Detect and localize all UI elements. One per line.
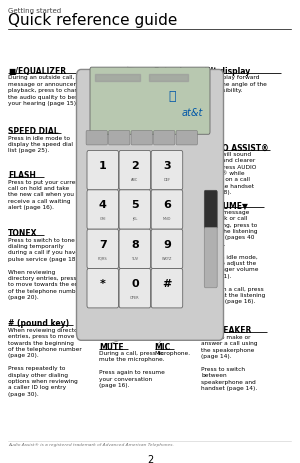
Text: ◄)/SPEAKER: ◄)/SPEAKER: [201, 326, 252, 335]
Text: ▲VOLUME▼: ▲VOLUME▼: [201, 201, 249, 210]
FancyBboxPatch shape: [119, 229, 151, 269]
FancyBboxPatch shape: [119, 190, 151, 229]
Bar: [148, 74, 188, 81]
Text: TUV: TUV: [131, 257, 138, 261]
Text: During a call, press to
mute the microphone.

Press again to resume
your convers: During a call, press to mute the microph…: [99, 351, 165, 388]
FancyBboxPatch shape: [119, 150, 151, 190]
Text: 9: 9: [163, 240, 171, 250]
FancyBboxPatch shape: [204, 227, 217, 288]
FancyBboxPatch shape: [151, 269, 183, 308]
Text: Quick reference guide: Quick reference guide: [8, 13, 178, 28]
Bar: [94, 74, 140, 81]
Text: 6: 6: [163, 200, 171, 210]
Text: Press in idle mode to
display the speed dial
list (page 25).: Press in idle mode to display the speed …: [8, 136, 73, 153]
FancyBboxPatch shape: [131, 131, 152, 145]
Text: 2: 2: [131, 161, 139, 171]
FancyBboxPatch shape: [204, 190, 217, 229]
Text: TONEX: TONEX: [8, 229, 38, 238]
Text: at&t: at&t: [181, 108, 202, 118]
FancyBboxPatch shape: [76, 69, 224, 340]
FancyBboxPatch shape: [87, 229, 119, 269]
Text: PQRS: PQRS: [98, 257, 108, 261]
Text: 5: 5: [131, 200, 139, 210]
Text: 1: 1: [99, 161, 106, 171]
Text: Getting started: Getting started: [8, 8, 61, 14]
Text: 2: 2: [147, 455, 153, 463]
Text: # (pound key): # (pound key): [8, 319, 69, 328]
Text: AUDIO ASSIST®: AUDIO ASSIST®: [201, 144, 268, 152]
Text: 7: 7: [99, 240, 106, 250]
Text: GHI: GHI: [100, 217, 106, 221]
FancyBboxPatch shape: [151, 229, 183, 269]
Text: WXYZ: WXYZ: [162, 257, 172, 261]
Text: During an outside call,
message or announcement
playback, press to change
the au: During an outside call, message or annou…: [8, 75, 93, 106]
Text: Press to make or
answer a call using
the speakerphone
(page 14).

Press to switc: Press to make or answer a call using the…: [201, 335, 257, 391]
Text: ABC: ABC: [131, 178, 139, 182]
Text: FLASH: FLASH: [8, 171, 36, 180]
Text: SPEED DIAL: SPEED DIAL: [8, 127, 59, 136]
FancyBboxPatch shape: [109, 131, 130, 145]
Text: 3: 3: [163, 161, 171, 171]
Text: #: #: [162, 279, 172, 289]
Text: MNO: MNO: [163, 217, 171, 221]
FancyBboxPatch shape: [119, 269, 151, 308]
FancyBboxPatch shape: [87, 150, 119, 190]
Text: Extra large tilt display: Extra large tilt display: [154, 67, 251, 76]
FancyBboxPatch shape: [87, 190, 119, 229]
Text: When reviewing directory
entries, press to move
towards the beginning
of the tel: When reviewing directory entries, press …: [8, 328, 84, 397]
Text: 8: 8: [131, 240, 139, 250]
Text: During message
playback or call
screening, press to
adjust the listening
volume : During message playback or call screenin…: [201, 210, 265, 304]
Text: *: *: [100, 279, 106, 289]
Text: 4: 4: [99, 200, 107, 210]
FancyBboxPatch shape: [151, 150, 183, 190]
Text: OPER: OPER: [130, 296, 140, 300]
Text: Ⓐ: Ⓐ: [169, 89, 176, 103]
Text: Microphone.: Microphone.: [154, 351, 190, 356]
Text: Press to put your current
call on hold and take
the new call when you
receive a : Press to put your current call on hold a…: [8, 180, 81, 210]
Text: Move the top of the display forward
or backward to adjust the angle of the
scree: Move the top of the display forward or b…: [154, 75, 267, 93]
Text: Audio Assist® is a registered trademark of Advanced American Telephones.: Audio Assist® is a registered trademark …: [8, 443, 174, 447]
FancyBboxPatch shape: [176, 131, 197, 145]
FancyBboxPatch shape: [90, 67, 210, 134]
FancyBboxPatch shape: [86, 131, 107, 145]
FancyBboxPatch shape: [154, 131, 175, 145]
Text: Press to switch to tone
dialing temporarily
during a call if you have
pulse serv: Press to switch to tone dialing temporar…: [8, 238, 82, 300]
Text: 0: 0: [131, 279, 139, 289]
Text: DEF: DEF: [164, 178, 170, 182]
Text: JKL: JKL: [132, 217, 137, 221]
Text: Voices will sound
louder and clearer
if you press AUDIO
ASSIST® while
you are on: Voices will sound louder and clearer if …: [201, 152, 256, 195]
FancyBboxPatch shape: [151, 190, 183, 229]
Text: MUTE: MUTE: [99, 343, 124, 351]
FancyBboxPatch shape: [87, 269, 119, 308]
Text: ■/EQUALIZER: ■/EQUALIZER: [8, 67, 66, 76]
Text: MIC: MIC: [154, 343, 171, 351]
